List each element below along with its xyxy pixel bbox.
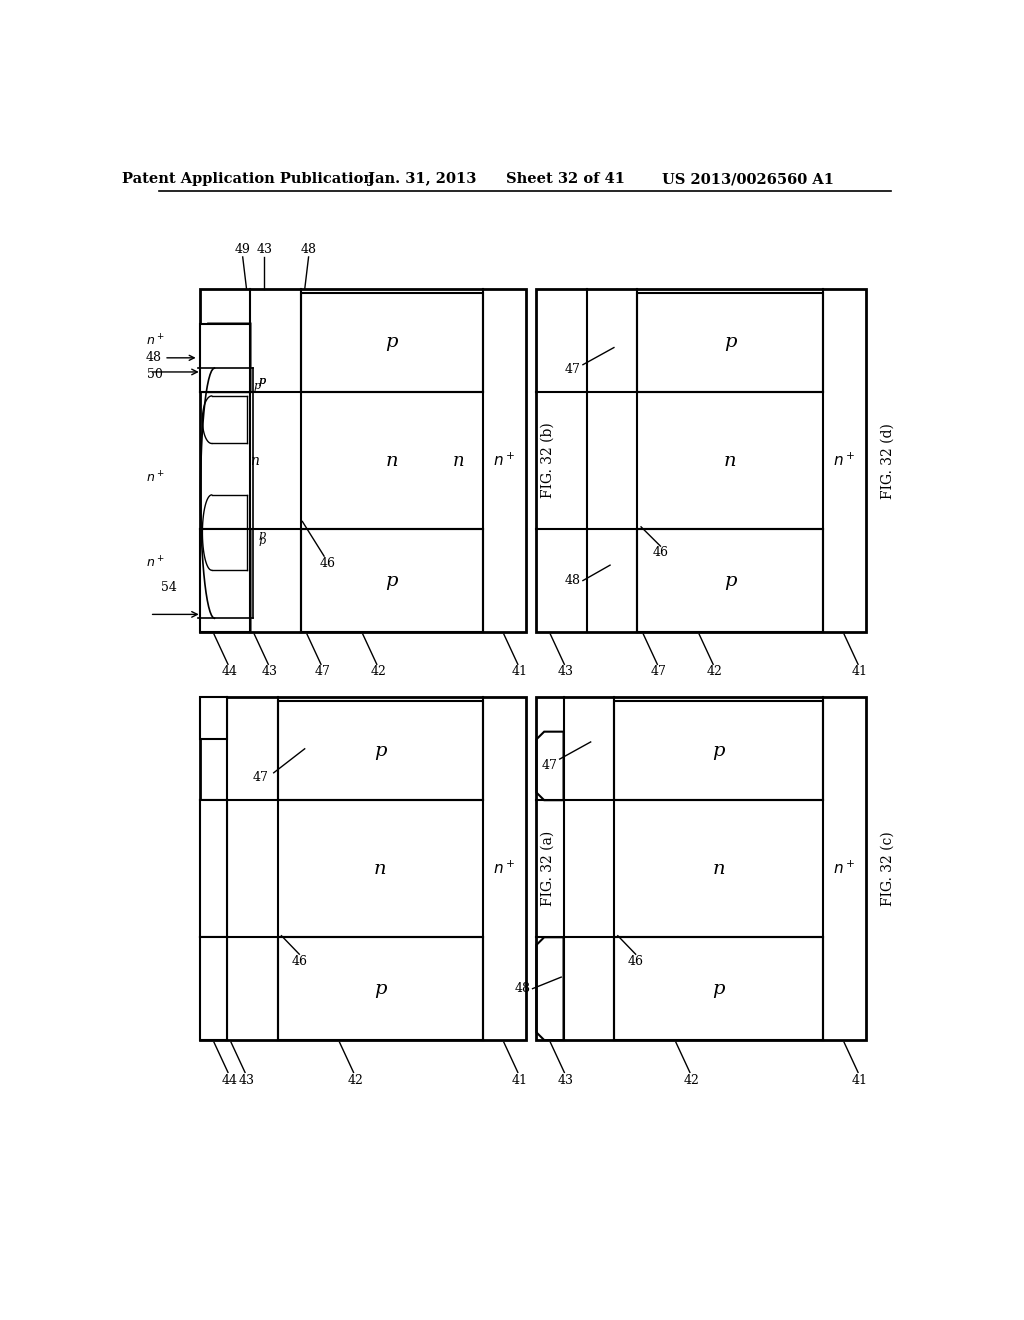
Text: FIG. 32 (b): FIG. 32 (b)	[541, 422, 554, 499]
Text: 42: 42	[707, 665, 723, 678]
Text: n: n	[374, 859, 386, 878]
Text: 49: 49	[234, 243, 251, 256]
Text: 48: 48	[514, 982, 530, 995]
Text: 47: 47	[542, 759, 557, 772]
Text: 42: 42	[347, 1073, 364, 1086]
Text: p: p	[713, 742, 725, 759]
Text: $n^+$: $n^+$	[493, 861, 515, 878]
Text: 43: 43	[239, 1073, 255, 1086]
Text: 46: 46	[628, 956, 644, 969]
Text: Jan. 31, 2013: Jan. 31, 2013	[369, 172, 477, 186]
Text: 42: 42	[683, 1073, 699, 1086]
Text: FIG. 32 (c): FIG. 32 (c)	[881, 832, 895, 906]
Bar	[200, 697, 227, 738]
Text: p: p	[724, 572, 736, 590]
Bar	[614, 701, 823, 800]
Text: n: n	[724, 451, 736, 470]
Bar	[301, 293, 483, 392]
Text: 41: 41	[852, 1073, 867, 1086]
Text: $n^+$: $n^+$	[145, 333, 165, 348]
Text: 43: 43	[558, 665, 573, 678]
Text: $n^+$: $n^+$	[833, 451, 855, 470]
Text: 41: 41	[852, 665, 867, 678]
Text: p: p	[374, 979, 386, 998]
Text: p: p	[258, 536, 265, 545]
Text: 54: 54	[161, 581, 177, 594]
Bar	[200, 289, 525, 632]
Text: $n^+$: $n^+$	[833, 861, 855, 878]
Text: 46: 46	[291, 956, 307, 969]
Text: n: n	[386, 451, 398, 470]
Text: Sheet 32 of 41: Sheet 32 of 41	[507, 172, 626, 186]
Text: p: p	[386, 334, 398, 351]
Text: $n^+$: $n^+$	[145, 470, 165, 486]
Bar	[301, 529, 483, 632]
Text: p: p	[258, 531, 265, 540]
Text: 42: 42	[371, 665, 386, 678]
Text: 47: 47	[565, 363, 581, 376]
Text: p: p	[724, 334, 736, 351]
Bar	[200, 529, 251, 632]
Text: 43: 43	[256, 243, 272, 256]
Text: $n^+$: $n^+$	[493, 451, 515, 470]
Bar	[614, 937, 823, 1040]
Text: 41: 41	[511, 665, 527, 678]
Text: 41: 41	[511, 1073, 527, 1086]
Text: 43: 43	[262, 665, 278, 678]
Text: 44: 44	[221, 1073, 238, 1086]
Text: n: n	[453, 451, 464, 470]
Bar	[637, 293, 823, 392]
Bar	[200, 697, 525, 1040]
Bar	[637, 529, 823, 632]
Bar	[537, 697, 866, 1040]
Text: Patent Application Publication: Patent Application Publication	[122, 172, 374, 186]
Text: 47: 47	[651, 665, 667, 678]
Text: p: p	[253, 381, 260, 391]
Text: 46: 46	[319, 557, 336, 570]
Text: FIG. 32 (a): FIG. 32 (a)	[541, 832, 554, 907]
Text: 46: 46	[652, 545, 669, 558]
Text: n: n	[250, 454, 259, 467]
Bar	[278, 937, 483, 1040]
Text: p: p	[258, 376, 265, 385]
Bar	[278, 701, 483, 800]
Text: p: p	[386, 572, 398, 590]
Text: 47: 47	[253, 771, 268, 784]
Text: 48: 48	[145, 351, 195, 364]
Text: FIG. 32 (d): FIG. 32 (d)	[881, 422, 895, 499]
Bar	[200, 800, 227, 937]
Text: p: p	[713, 979, 725, 998]
Text: 50: 50	[147, 368, 163, 381]
Text: 43: 43	[558, 1073, 573, 1086]
Text: $n^+$: $n^+$	[145, 556, 165, 572]
Text: 48: 48	[301, 243, 316, 256]
Bar	[200, 937, 227, 1040]
Text: US 2013/0026560 A1: US 2013/0026560 A1	[662, 172, 834, 186]
Text: 44: 44	[221, 665, 238, 678]
Bar	[200, 323, 251, 392]
Bar	[537, 289, 866, 632]
Text: n: n	[713, 859, 725, 878]
Text: 48: 48	[565, 574, 581, 587]
Text: 47: 47	[314, 665, 331, 678]
Text: p: p	[258, 376, 265, 385]
Text: p: p	[374, 742, 386, 759]
